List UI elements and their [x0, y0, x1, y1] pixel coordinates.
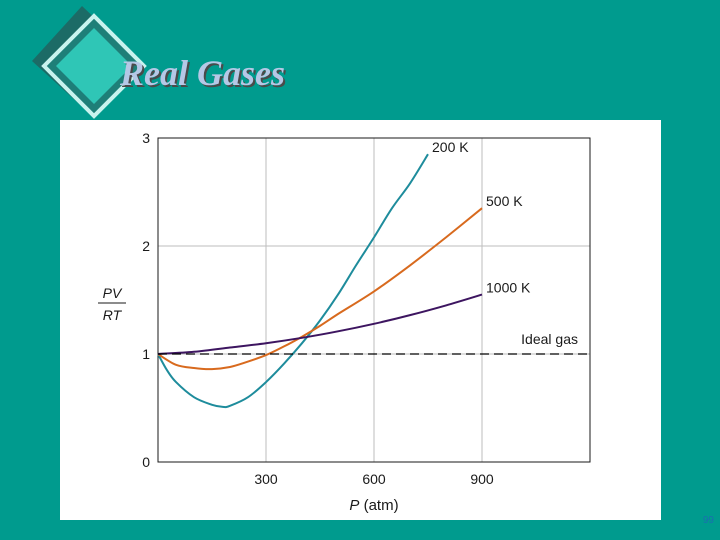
- series-label-ideal-gas: Ideal gas: [521, 331, 578, 347]
- page-number: 99: [690, 515, 714, 526]
- y-tick-label: 0: [142, 454, 150, 470]
- grid-lines: [158, 138, 590, 462]
- x-tick-label: 900: [470, 471, 494, 487]
- x-tick-label: 600: [362, 471, 386, 487]
- series-line-500-k: [158, 208, 482, 369]
- chart-panel: 200 K 500 K 1000 K Ideal gas 300 600 900 0 1 2 3 …: [60, 120, 661, 520]
- y-axis-label: PV RT: [98, 285, 126, 323]
- y-tick-label: 2: [142, 238, 150, 254]
- y-tick-label: 1: [142, 346, 150, 362]
- x-tick-label: 300: [254, 471, 278, 487]
- series-label-200-k: 200 K: [432, 139, 469, 155]
- series-line-1000-k: [158, 295, 482, 354]
- y-axis-label-denominator: RT: [103, 307, 123, 323]
- x-axis-label-symbol: P: [349, 497, 359, 514]
- tick-labels: 300 600 900 0 1 2 3: [142, 130, 494, 487]
- series-label-500-k: 500 K: [486, 193, 523, 209]
- x-axis-label-unit: (atm): [359, 497, 398, 514]
- y-tick-label: 3: [142, 130, 150, 146]
- y-axis-label-numerator: PV: [103, 285, 123, 301]
- series-labels: 200 K 500 K 1000 K Ideal gas: [432, 139, 578, 347]
- series-label-1000-k: 1000 K: [486, 280, 531, 296]
- x-axis-label: P (atm): [349, 497, 398, 514]
- slide-title: Real Gases: [120, 52, 285, 94]
